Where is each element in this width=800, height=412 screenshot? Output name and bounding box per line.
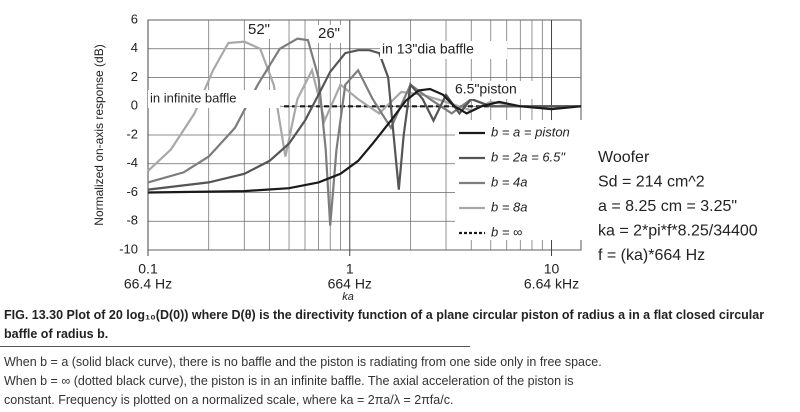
woofer-note: f = (ka)*664 Hz bbox=[598, 247, 705, 264]
legend-label: b = ∞ bbox=[491, 224, 522, 239]
woofer-note: a = 8.25 cm = 3.25" bbox=[598, 198, 737, 215]
frequency-label: 664 Hz bbox=[328, 276, 372, 292]
annotation-bg bbox=[453, 81, 534, 99]
annotation-bg bbox=[246, 21, 275, 39]
y-tick-label: -6 bbox=[126, 184, 138, 199]
frequency-label: 6.64 kHz bbox=[524, 276, 579, 292]
legend-label: b = 4a bbox=[491, 174, 528, 189]
woofer-note: Sd = 214 cm^2 bbox=[598, 174, 705, 191]
legend-label: b = a = piston bbox=[491, 124, 570, 139]
annotation: 6.5"piston bbox=[455, 81, 517, 97]
x-tick-label: 1 bbox=[346, 261, 354, 277]
y-tick-label: 6 bbox=[131, 11, 138, 26]
x-tick-label: 0.1 bbox=[138, 261, 158, 277]
y-tick-label: 4 bbox=[131, 40, 138, 55]
annotation: in 13"dia baffle bbox=[382, 41, 474, 57]
annotation-bg bbox=[148, 90, 281, 108]
y-axis-label: Normalized on-axis response (dB) bbox=[92, 44, 106, 225]
caption-line: constant. Frequency is plotted on a norm… bbox=[4, 393, 454, 407]
x-axis-label: ka bbox=[342, 291, 354, 300]
annotation: 26" bbox=[318, 25, 340, 42]
annotation: 52" bbox=[248, 21, 270, 38]
annotation-bg bbox=[316, 25, 345, 43]
y-tick-label: 2 bbox=[131, 69, 138, 84]
annotation-bg bbox=[380, 41, 508, 59]
y-tick-label: -4 bbox=[126, 155, 138, 170]
annotation: in infinite baffle bbox=[150, 90, 237, 105]
y-tick-label: -10 bbox=[119, 241, 138, 256]
caption-body: When b = a (solid black curve), there is… bbox=[4, 353, 796, 410]
chart: Normalized on-axis response (dB) ka -10 -… bbox=[92, 11, 758, 300]
frequency-label: 66.4 Hz bbox=[124, 276, 172, 292]
legend-box bbox=[455, 120, 585, 240]
y-tick-label: -2 bbox=[126, 126, 138, 141]
caption-line: When b = ∞ (dotted black curve), the pis… bbox=[4, 374, 574, 388]
y-tick-label: -8 bbox=[126, 213, 138, 228]
y-tick-label: 0 bbox=[131, 98, 138, 113]
figure-caption: FIG. 13.30 Plot of 20 log₁₀(D(0)) where … bbox=[4, 308, 765, 341]
woofer-note: Woofer bbox=[598, 149, 650, 166]
series-line bbox=[147, 49, 581, 191]
caption-line: When b = a (solid black curve), there is… bbox=[4, 355, 602, 369]
woofer-note: ka = 2*pi*f*8.25/34400 bbox=[598, 223, 758, 240]
legend-label: b = 2a = 6.5" bbox=[491, 149, 566, 164]
x-tick-label: 10 bbox=[544, 261, 560, 277]
legend-label: b = 8a bbox=[491, 199, 528, 214]
series-line bbox=[147, 87, 582, 194]
separator bbox=[0, 346, 470, 347]
